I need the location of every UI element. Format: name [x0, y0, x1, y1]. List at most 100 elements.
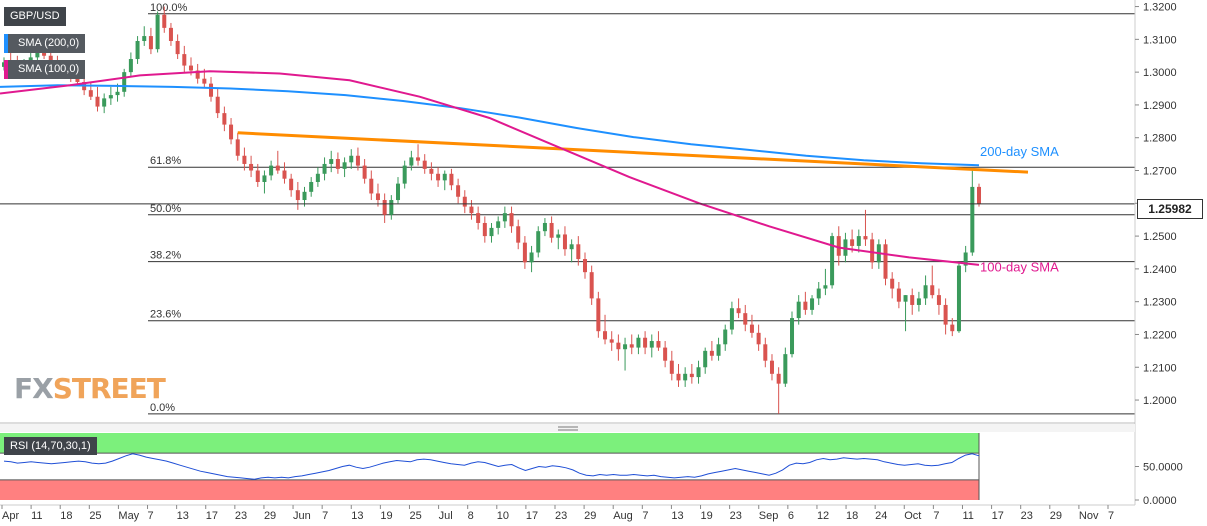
- candle-body: [522, 242, 527, 263]
- candle-body: [863, 236, 868, 240]
- x-tick-label: 11: [962, 510, 973, 522]
- candle-body: [683, 373, 688, 381]
- x-tick-label: 7: [1108, 510, 1114, 522]
- x-tick-label: 23: [555, 510, 567, 522]
- y-tick-label: 1.2800: [1143, 133, 1177, 145]
- candle-body: [135, 40, 140, 60]
- x-tick-label: 13: [351, 510, 363, 522]
- candle-body: [649, 341, 654, 348]
- annotation-200-day-sma: 200-day SMA: [980, 144, 1059, 159]
- candle-body: [449, 173, 454, 186]
- rsi-oversold-zone: [0, 479, 979, 500]
- candle-body: [763, 344, 768, 361]
- rsi-tick-label: 50.0000: [1143, 462, 1183, 474]
- candle-body: [349, 155, 354, 163]
- x-tick-label: May: [118, 510, 139, 522]
- candle-body: [162, 14, 167, 28]
- rsi-legend[interactable]: RSI (14,70,30,1): [4, 437, 97, 455]
- candle-body: [810, 298, 815, 310]
- candle-body: [970, 186, 975, 253]
- x-tick-label: 13: [671, 510, 683, 522]
- fib-level-label: 100.0%: [150, 2, 188, 14]
- candle-body: [976, 186, 982, 204]
- candle-body: [142, 36, 147, 41]
- x-tick-label: 12: [817, 510, 829, 522]
- candle-body: [422, 160, 427, 169]
- candle-body: [209, 83, 214, 97]
- candle-body: [342, 162, 347, 169]
- annotation-100-day-sma: 100-day SMA: [980, 260, 1059, 275]
- fib-level-label: 61.8%: [150, 155, 181, 167]
- x-tick-label: Nov: [1079, 510, 1099, 522]
- candle-body: [95, 96, 100, 107]
- candle-body: [669, 360, 674, 374]
- candle-body: [589, 272, 594, 299]
- candle-body: [803, 301, 808, 310]
- candle-body: [509, 213, 514, 227]
- candle-body: [963, 252, 968, 266]
- candle-body: [663, 347, 668, 361]
- chart-symbol-label: GBP/USD: [4, 7, 66, 26]
- candle-body: [736, 308, 741, 314]
- candle-body: [382, 200, 387, 215]
- candle-body: [823, 285, 828, 289]
- candle-body: [536, 231, 541, 253]
- candle-body: [596, 298, 601, 332]
- sma-100-line: [0, 70, 980, 266]
- candle-body: [816, 288, 821, 299]
- candle-body: [703, 350, 708, 368]
- x-tick-label: 29: [1050, 510, 1062, 522]
- y-tick-label: 1.2900: [1143, 100, 1177, 112]
- candle-body: [729, 308, 734, 330]
- candle-body: [716, 344, 721, 356]
- candle-body: [636, 337, 641, 348]
- candle-body: [155, 14, 160, 50]
- candle-body: [396, 183, 401, 201]
- candle-body: [529, 252, 534, 263]
- candle-body: [275, 165, 280, 171]
- candle-body: [943, 304, 948, 325]
- candle-body: [476, 213, 481, 223]
- candle-body: [409, 157, 414, 166]
- candle-body: [282, 170, 287, 179]
- candle-body: [629, 344, 634, 348]
- candle-body: [482, 222, 487, 237]
- candle-body: [723, 329, 728, 345]
- x-tick-label: 18: [60, 510, 72, 522]
- candle-body: [269, 165, 274, 176]
- candle-body: [242, 155, 247, 164]
- x-tick-label: 23: [730, 510, 742, 522]
- candle-body: [329, 159, 334, 164]
- x-tick-label: 10: [497, 510, 509, 522]
- legend-sma-200[interactable]: SMA (200,0): [4, 34, 86, 53]
- candle-body: [576, 244, 581, 260]
- candle-body: [362, 165, 367, 179]
- x-tick-label: 17: [992, 510, 1004, 522]
- legend-sma-100[interactable]: SMA (100,0): [4, 60, 86, 79]
- last-price-label: 1.25982: [1137, 199, 1203, 219]
- candle-body: [442, 173, 447, 181]
- candle-body: [776, 373, 781, 384]
- candle-body: [175, 40, 180, 55]
- pane-splitter: [0, 424, 1135, 432]
- x-tick-label: 8: [468, 510, 474, 522]
- candle-body: [549, 222, 554, 238]
- y-tick-label: 1.2400: [1143, 264, 1177, 276]
- candle-body: [436, 173, 441, 181]
- candle-body: [562, 234, 567, 250]
- rsi-line: [3, 453, 980, 480]
- x-tick-label: Sep: [759, 510, 779, 522]
- x-tick-label: 7: [933, 510, 939, 522]
- candle-body: [616, 342, 621, 350]
- candle-body: [222, 113, 227, 125]
- candle-body: [335, 159, 340, 169]
- candle-body: [249, 163, 254, 171]
- candle-body: [148, 36, 153, 50]
- candle-body: [489, 227, 494, 237]
- x-tick-label: 25: [409, 510, 421, 522]
- candle-body: [496, 221, 501, 228]
- candle-body: [936, 295, 941, 305]
- candle-body: [676, 373, 681, 381]
- fib-level-label: 50.0%: [150, 203, 181, 215]
